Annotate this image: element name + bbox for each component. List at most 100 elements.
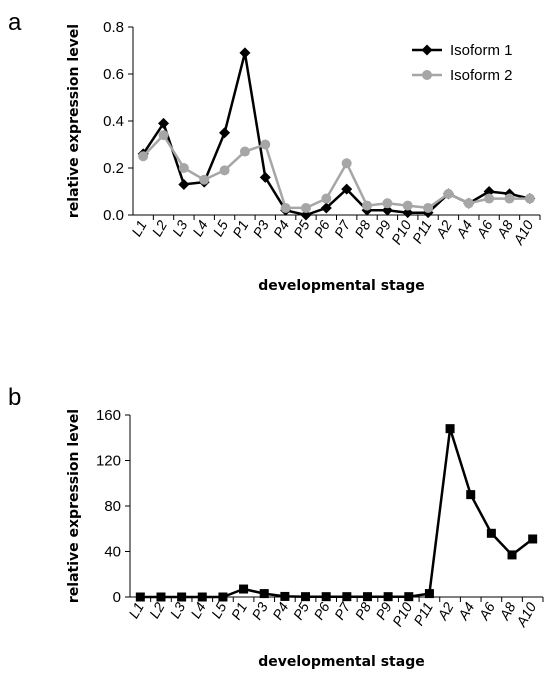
- chart-a-legend-marker: [422, 70, 432, 80]
- chart-b-x-tick-label: P9: [372, 599, 395, 622]
- chart-a-x-tick-label: P8: [351, 217, 374, 240]
- chart-a-series-2-point: [239, 146, 250, 157]
- chart-a-x-tick-label: L5: [210, 217, 232, 239]
- chart-a-y-tick-label: 0.2: [103, 160, 124, 177]
- chart-a-series-1-point: [219, 127, 231, 139]
- chart-b-series-1-point: [301, 592, 311, 602]
- chart-a-series-2-point: [300, 202, 311, 213]
- chart-b-series-1-point: [362, 592, 372, 602]
- chart-a-x-axis-title: developmental stage: [258, 278, 424, 294]
- chart-a-legend-marker: [421, 44, 433, 56]
- chart-a-series-2-point: [382, 198, 393, 209]
- chart-b-series-1-point: [197, 592, 207, 602]
- chart-a-series-2-point: [402, 200, 413, 211]
- chart-b-y-tick-label: 120: [96, 453, 121, 470]
- chart-a-x-tick-label: P9: [372, 217, 395, 240]
- chart-a-series-2-point: [362, 200, 373, 211]
- chart-b-x-tick-label: A4: [454, 599, 477, 623]
- chart-b-series-1-point: [424, 589, 434, 599]
- chart-b-x-tick-label: P8: [352, 599, 375, 622]
- chart-b-x-axis-title: developmental stage: [258, 654, 424, 670]
- chart-a-series-1-point: [239, 47, 251, 59]
- chart-b-x-tick-label: L1: [125, 600, 147, 621]
- chart-a-legend-label: Isoform 2: [450, 67, 513, 84]
- chart-a-series-2-point: [260, 139, 271, 150]
- chart-a-series-1-point: [320, 202, 332, 214]
- chart-b-y-axis-title: relative expression level: [66, 409, 82, 603]
- chart-a-x-tick-label: A2: [432, 217, 455, 241]
- chart-b-x-tick-label: P1: [228, 600, 250, 623]
- chart-a-series-1-point: [300, 209, 312, 221]
- chart-b-x-tick-label: L2: [146, 599, 168, 621]
- chart-b-series-1-point: [259, 589, 269, 599]
- chart-a-series-2-point: [463, 198, 474, 209]
- chart-b-series-1-point: [466, 490, 476, 500]
- chart-b-x-tick-label: L3: [167, 599, 189, 621]
- chart-b-x-tick-label: P3: [248, 599, 271, 622]
- chart-b-x-tick-label: P11: [410, 600, 436, 629]
- chart-panel-a: 0.00.20.40.60.8L1L2L3L4L5P1P3P4P5P6P7P8P…: [66, 19, 541, 294]
- chart-b-x-tick-label: P7: [331, 598, 354, 622]
- chart-a-series-1-point: [483, 186, 495, 197]
- chart-a-y-tick-label: 0.0: [103, 207, 124, 224]
- chart-a-legend-label: Isoform 1: [450, 42, 513, 59]
- chart-a-series-2-point: [341, 158, 352, 169]
- chart-a-series-2-point: [199, 174, 210, 185]
- chart-b-y-tick-label: 80: [104, 498, 121, 515]
- chart-b-x-tick-label: P6: [310, 599, 333, 622]
- chart-b-series-1-point: [177, 592, 187, 602]
- chart-a-series-2-point: [524, 193, 535, 204]
- chart-b-x-tick-label: A2: [434, 599, 457, 623]
- chart-b-y-tick-label: 160: [96, 407, 121, 424]
- chart-a-x-tick-label: L2: [148, 217, 170, 239]
- chart-a-x-tick-label: L4: [189, 217, 211, 239]
- chart-b-x-tick-label: A8: [496, 599, 519, 623]
- chart-a-series-1-point: [259, 171, 271, 183]
- chart-a-series-2-point: [138, 151, 149, 162]
- chart-a-x-tick-label: L3: [169, 217, 191, 239]
- chart-b-series-1-point: [528, 534, 538, 544]
- chart-a-x-tick-label: P1: [229, 217, 251, 240]
- chart-b-x-tick-label: L5: [208, 599, 230, 621]
- chart-b-x-tick-label: A6: [475, 599, 498, 623]
- chart-a-series-2-point: [219, 165, 230, 176]
- chart-a-series-2-point: [443, 188, 454, 199]
- chart-b-x-tick-label: P4: [269, 599, 292, 622]
- chart-b-series-1-point: [507, 550, 517, 560]
- chart-a-series-1-point: [158, 117, 170, 129]
- chart-b-series-1-point: [342, 592, 352, 602]
- chart-b-series-1-point: [383, 592, 393, 602]
- chart-a-y-tick-label: 0.4: [103, 113, 124, 130]
- chart-b-x-tick-label: L4: [187, 599, 209, 621]
- chart-a-series-1-point: [381, 204, 393, 216]
- chart-a-x-tick-label: A4: [452, 217, 475, 241]
- chart-panel-b: 0 40 80 120 160 L1 L2 L3 L4 L5P1P3P4P5P6P7P8P9P10…: [66, 407, 544, 670]
- chart-a-x-tick-label: L1: [128, 218, 150, 239]
- panel-b-letter: b: [8, 384, 21, 411]
- chart-a-x-tick-label: P6: [311, 217, 334, 240]
- chart-a-x-tick-label: A10: [510, 217, 537, 248]
- chart-a-x-tick-label: P3: [249, 217, 272, 240]
- chart-b-x-tick-label: P5: [290, 599, 313, 622]
- chart-b-series-1-point: [280, 591, 290, 601]
- chart-b-y-tick-label: 40: [104, 544, 121, 561]
- chart-a-y-tick-label: 0.8: [103, 19, 124, 36]
- chart-b-x-tick-label: P10: [389, 599, 415, 629]
- chart-a-series-1-point: [402, 207, 414, 219]
- chart-a-series-1-point: [178, 178, 190, 190]
- chart-b-y-tick-label: 0: [113, 589, 121, 606]
- chart-a-x-tick-label: A6: [473, 217, 496, 241]
- chart-a-x-tick-label: P4: [270, 217, 293, 240]
- chart-a-series-2-point: [504, 193, 515, 204]
- panel-a-letter: a: [8, 9, 22, 36]
- chart-a-x-tick-label: P10: [388, 217, 414, 247]
- chart-b-series-1-point: [404, 592, 414, 602]
- chart-b-series-1-point: [156, 592, 166, 602]
- chart-a-series-2-point: [423, 202, 434, 213]
- chart-b-series-1-line: [140, 427, 534, 599]
- chart-a-series-2-point: [280, 202, 291, 213]
- chart-a-x-tick-label: P5: [290, 217, 313, 240]
- chart-a-y-axis-title: relative expression level: [66, 24, 82, 218]
- chart-b-series-1-point: [486, 528, 496, 538]
